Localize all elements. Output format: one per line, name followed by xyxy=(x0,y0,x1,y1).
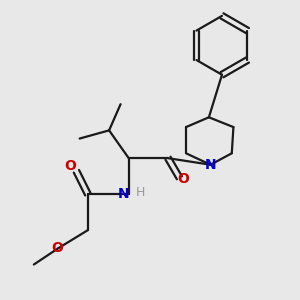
Text: O: O xyxy=(64,159,76,173)
Text: H: H xyxy=(136,186,145,199)
Text: N: N xyxy=(205,158,216,172)
Text: O: O xyxy=(177,172,189,186)
Text: N: N xyxy=(118,187,130,201)
Text: O: O xyxy=(51,241,63,255)
